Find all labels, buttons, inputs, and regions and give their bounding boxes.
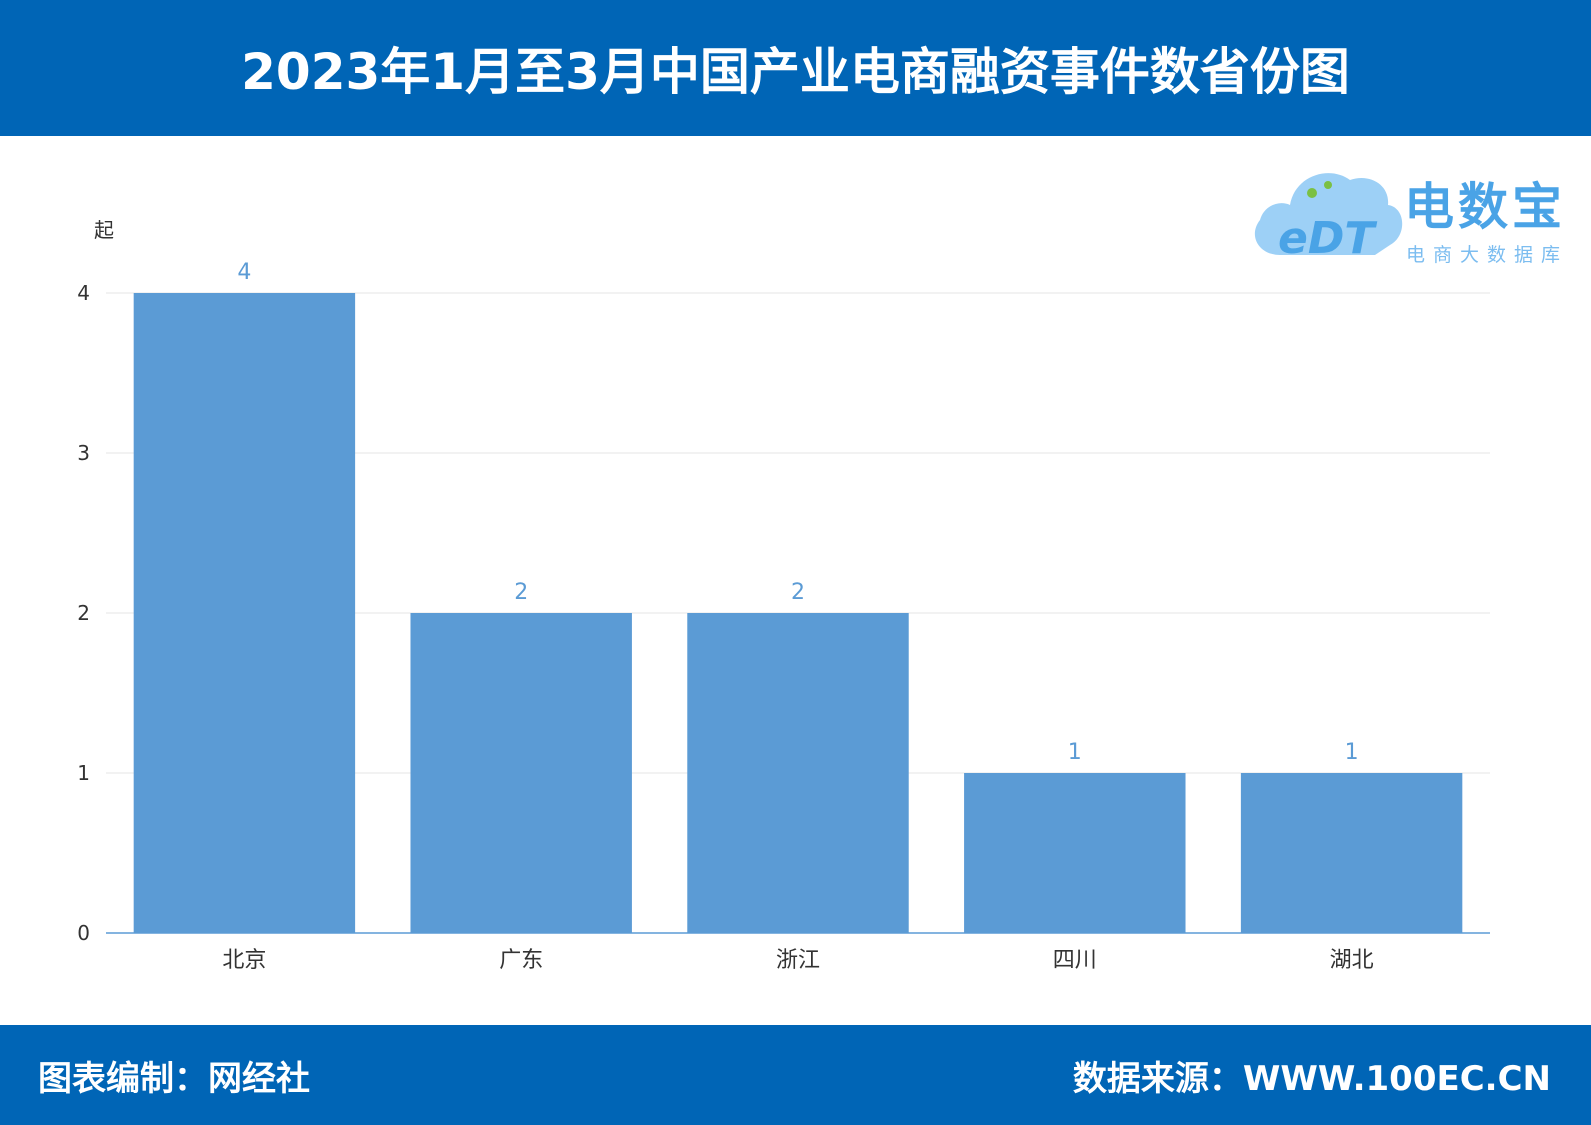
y-tick-label: 2 [77,601,90,625]
bar [964,773,1186,933]
data-label: 2 [791,580,805,605]
bar [410,613,632,933]
x-tick-label: 广东 [499,948,543,973]
logo-subtitle-text: 电商大数据库 [1406,244,1569,266]
data-label: 1 [1345,740,1359,765]
bars [133,293,1463,933]
chart-title: 2023年1月至3月中国产业电商融资事件数省份图 [241,43,1350,101]
y-tick-label: 3 [77,441,90,465]
bar [1240,773,1463,933]
x-tick-label: 湖北 [1330,948,1374,973]
y-tick-label: 4 [77,281,90,305]
data-label: 4 [237,260,251,285]
dianshubao-logo: eDT 电数宝 电商大数据库 [1250,145,1580,275]
logo-mark-text: eDT [1278,213,1377,264]
x-tick-label: 北京 [222,948,266,973]
y-tick-label: 1 [77,761,90,785]
data-source-credit: 数据来源：WWW.100EC.CN [1072,1058,1551,1099]
data-label: 1 [1068,740,1082,765]
bar [133,293,356,933]
bar-chart: 0 1 2 3 4 4 北京 2 广东 2 浙江 1 四川 1 湖北 起 [77,218,1490,973]
y-tick-label: 0 [77,921,90,945]
chart-footer: 图表编制：网经社 数据来源：WWW.100EC.CN [0,1025,1591,1125]
chart-compiler-credit: 图表编制：网经社 [38,1058,310,1099]
y-axis-unit-label: 起 [94,218,114,242]
cloud-logo-icon: eDT [1254,173,1403,264]
x-tick-label: 四川 [1053,948,1097,973]
data-label: 2 [514,580,528,605]
x-tick-label: 浙江 [776,948,820,973]
chart-header: 2023年1月至3月中国产业电商融资事件数省份图 [0,0,1591,136]
labels: 0 1 2 3 4 4 北京 2 广东 2 浙江 1 四川 1 湖北 [77,260,1373,973]
bar [687,613,909,933]
logo-brand-text: 电数宝 [1404,178,1566,236]
